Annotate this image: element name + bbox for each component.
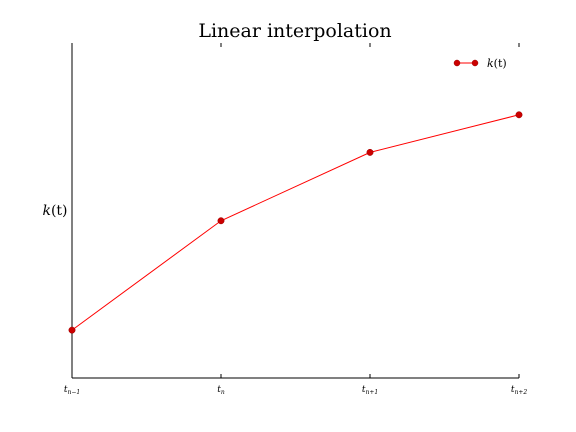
data-point xyxy=(217,217,225,225)
x-tick-label-subscript: n xyxy=(221,389,225,396)
data-point xyxy=(68,326,76,334)
x-tick-label-subscript: n−1 xyxy=(67,389,80,396)
legend-label: k(t) xyxy=(487,57,507,70)
legend-marker-left xyxy=(453,59,461,67)
x-tick-label: tn xyxy=(217,385,225,396)
legend-label-symbol: k xyxy=(487,57,494,70)
x-tick-label-base: t xyxy=(217,385,221,395)
x-tick-label: tn+2 xyxy=(511,385,528,396)
x-tick-label-subscript: n+1 xyxy=(365,389,378,396)
x-tick-label: tn−1 xyxy=(64,385,80,396)
x-tick-label-base: t xyxy=(64,385,68,395)
series-line xyxy=(71,114,520,331)
x-tick-label-base: t xyxy=(511,385,515,395)
y-axis-label-symbol: k xyxy=(42,203,50,219)
legend-label-arg: (t) xyxy=(494,57,507,70)
legend-marker-right xyxy=(471,59,479,67)
x-tick-label: tn+1 xyxy=(362,385,378,396)
data-point xyxy=(515,111,523,119)
chart-title: Linear interpolation xyxy=(198,20,391,42)
data-point xyxy=(366,148,374,156)
data-series xyxy=(68,111,523,334)
x-tick-label-subscript: n+2 xyxy=(514,389,527,396)
x-axis-ticks: tn−1 tn tn+1 tn+2 xyxy=(64,43,528,396)
x-tick-label-base: t xyxy=(362,385,366,395)
y-axis-label: k(t) xyxy=(42,203,67,219)
y-axis-label-arg: (t) xyxy=(51,203,68,219)
legend: k(t) xyxy=(453,57,507,70)
